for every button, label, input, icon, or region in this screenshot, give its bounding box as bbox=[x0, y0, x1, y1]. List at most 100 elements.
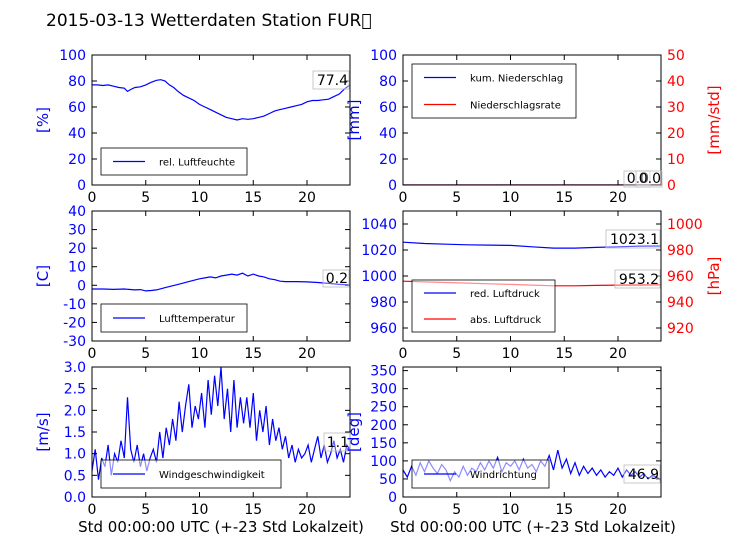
legend-precipitation: kum. Niederschlag Niederschlagsrate bbox=[411, 63, 577, 119]
x-tick-label-winddirection-1: 5 bbox=[452, 502, 461, 518]
y-tick-label-winddirection-4: 200 bbox=[370, 418, 397, 434]
y-tick-label-temperature-6: 30 bbox=[68, 223, 86, 239]
y-tick-label-temperature-2: -10 bbox=[63, 297, 86, 313]
x-tick-label-winddirection-0: 0 bbox=[399, 502, 408, 518]
x-tick-label-windspeed-1: 5 bbox=[141, 502, 150, 518]
value-annotation-box-winddirection-0 bbox=[623, 464, 661, 484]
y-tick-label-winddirection-2: 100 bbox=[370, 454, 397, 470]
x-tick-label-windspeed-2: 10 bbox=[191, 502, 209, 518]
y-tick-label-temperature-3: 0 bbox=[77, 278, 86, 294]
value-annotation-box-temperature-0 bbox=[322, 269, 350, 288]
x-tick-label-windspeed-0: 0 bbox=[88, 502, 97, 518]
y-tick-label-humidity-2: 40 bbox=[68, 126, 86, 142]
y-tick-label-temperature-4: 10 bbox=[68, 260, 86, 276]
series-line-windspeed-0 bbox=[92, 367, 350, 480]
y-axis-label-temperature: [C] bbox=[34, 265, 52, 287]
y-right-axis-label-pressure: [hPa] bbox=[705, 257, 723, 296]
x-tick-label-winddirection-2: 10 bbox=[502, 502, 520, 518]
x-tick-label-precipitation-0: 0 bbox=[399, 190, 408, 206]
plot-frame-temperature bbox=[91, 210, 351, 342]
x-tick-label-precipitation-4: 20 bbox=[609, 190, 627, 206]
y-tick-label-windspeed-0: 0.0 bbox=[64, 490, 86, 506]
plot-frame-winddirection bbox=[402, 366, 662, 498]
y-tick-label-winddirection-7: 350 bbox=[370, 364, 397, 380]
x-tick-label-windspeed-4: 20 bbox=[298, 502, 316, 518]
y-axis-label-winddirection: [deg] bbox=[345, 412, 363, 452]
legend-label-precipitation-1: Niederschlagsrate bbox=[470, 101, 561, 112]
y-right-tick-label-pressure-0: 920 bbox=[667, 321, 694, 337]
legend-box-precipitation bbox=[411, 63, 577, 119]
y-right-tick-label-precipitation-2: 20 bbox=[667, 126, 685, 142]
series-line-pressure-0 bbox=[403, 241, 661, 249]
y-tick-label-temperature-7: 40 bbox=[68, 204, 86, 220]
legend-label-humidity-0: rel. Luftfeuchte bbox=[159, 158, 235, 169]
x-tick-label-humidity-3: 15 bbox=[244, 190, 262, 206]
value-annotation-windspeed-0: 1.1 bbox=[327, 435, 349, 451]
figure-title: 2015-03-13 Wetterdaten Station FUR  bbox=[46, 11, 372, 31]
x-tick-label-precipitation-3: 15 bbox=[555, 190, 573, 206]
x-axis-label-right: Std 00:00:00 UTC (+-23 Std Lokalzeit) bbox=[390, 518, 676, 536]
legend-windspeed: Windgeschwindigkeit bbox=[100, 459, 282, 489]
y-tick-label-windspeed-2: 1.0 bbox=[64, 447, 86, 463]
value-annotation-humidity-0: 77.4 bbox=[317, 73, 348, 89]
x-axis-label-left: Std 00:00:00 UTC (+-23 Std Lokalzeit) bbox=[78, 518, 364, 536]
y-tick-label-humidity-3: 60 bbox=[68, 100, 86, 116]
y-tick-label-winddirection-6: 300 bbox=[370, 382, 397, 398]
y-tick-label-windspeed-3: 1.5 bbox=[64, 425, 86, 441]
y-right-tick-label-pressure-1: 940 bbox=[667, 295, 694, 311]
panel-humidity: 0 5 10 15 20 0 20 40 60 80 100 [%] rel. Luftfeuchte 7… bbox=[34, 48, 351, 206]
x-tick-label-temperature-0: 0 bbox=[88, 346, 97, 362]
value-annotation-temperature-0: 0.2 bbox=[326, 271, 348, 287]
legend-temperature: Lufttemperatur bbox=[100, 303, 248, 333]
legend-label-windspeed-0: Windgeschwindigkeit bbox=[159, 470, 265, 481]
legend-label-precipitation-0: kum. Niederschlag bbox=[470, 74, 563, 85]
series-line-temperature-0 bbox=[92, 272, 350, 292]
y-axis-label-humidity: [%] bbox=[34, 107, 52, 133]
y-tick-label-winddirection-5: 250 bbox=[370, 400, 397, 416]
value-annotation-pressure-0: 1023.1 bbox=[610, 232, 659, 248]
series-line-humidity-0 bbox=[92, 79, 350, 121]
y-tick-label-pressure-4: 1040 bbox=[361, 217, 397, 233]
y-right-tick-label-precipitation-4: 40 bbox=[667, 74, 685, 90]
panel-pressure: 0 5 10 15 20 960 980 1000 1020 1040 920 940 960 980 10… bbox=[361, 210, 723, 362]
value-annotation-box-pressure-1 bbox=[614, 269, 661, 289]
panel-windspeed: 0 5 10 15 20 0.0 0.5 1.0 1.5 2.0 2.5 3.0 [m/s] Windge… bbox=[34, 360, 351, 518]
x-tick-label-temperature-3: 15 bbox=[244, 346, 262, 362]
value-annotation-precipitation-0: 0.0 bbox=[627, 171, 649, 187]
legend-box-pressure bbox=[411, 279, 556, 333]
y-tick-label-precipitation-0: 0 bbox=[388, 178, 397, 194]
y-right-tick-label-precipitation-0: 0 bbox=[667, 178, 676, 194]
legend-label-temperature-0: Lufttemperatur bbox=[159, 314, 236, 325]
y-tick-label-humidity-0: 0 bbox=[77, 178, 86, 194]
legend-winddirection: Windrichtung bbox=[411, 459, 550, 489]
plot-frame-humidity bbox=[91, 54, 351, 186]
y-right-tick-label-precipitation-3: 30 bbox=[667, 100, 685, 116]
x-tick-label-precipitation-1: 5 bbox=[452, 190, 461, 206]
x-tick-label-pressure-0: 0 bbox=[399, 346, 408, 362]
x-tick-label-temperature-2: 10 bbox=[191, 346, 209, 362]
value-annotation-pressure-1: 953.2 bbox=[619, 272, 659, 288]
y-tick-label-winddirection-0: 0 bbox=[388, 490, 397, 506]
value-annotation-box-precipitation-1 bbox=[635, 170, 663, 188]
legend-label-pressure-0: red. Luftdruck bbox=[470, 289, 540, 300]
y-right-tick-label-precipitation-1: 10 bbox=[667, 152, 685, 168]
y-right-tick-label-pressure-3: 980 bbox=[667, 243, 694, 259]
x-tick-label-precipitation-2: 10 bbox=[502, 190, 520, 206]
x-tick-label-winddirection-3: 15 bbox=[555, 502, 573, 518]
value-annotation-box-pressure-0 bbox=[605, 229, 661, 249]
y-tick-label-windspeed-4: 2.0 bbox=[64, 403, 86, 419]
y-tick-label-windspeed-5: 2.5 bbox=[64, 382, 86, 398]
y-tick-label-precipitation-1: 20 bbox=[379, 152, 397, 168]
y-tick-label-precipitation-5: 100 bbox=[370, 48, 397, 64]
y-tick-label-precipitation-3: 60 bbox=[379, 100, 397, 116]
x-tick-label-temperature-1: 5 bbox=[141, 346, 150, 362]
value-annotation-box-humidity-0 bbox=[312, 70, 350, 90]
legend-label-pressure-1: abs. Luftdruck bbox=[470, 315, 541, 326]
y-axis-label-windspeed: [m/s] bbox=[34, 412, 52, 451]
y-tick-label-pressure-2: 1000 bbox=[361, 269, 397, 285]
x-tick-label-humidity-2: 10 bbox=[191, 190, 209, 206]
y-tick-label-humidity-5: 100 bbox=[59, 48, 86, 64]
y-tick-label-temperature-5: 20 bbox=[68, 241, 86, 257]
y-tick-label-pressure-1: 980 bbox=[370, 295, 397, 311]
